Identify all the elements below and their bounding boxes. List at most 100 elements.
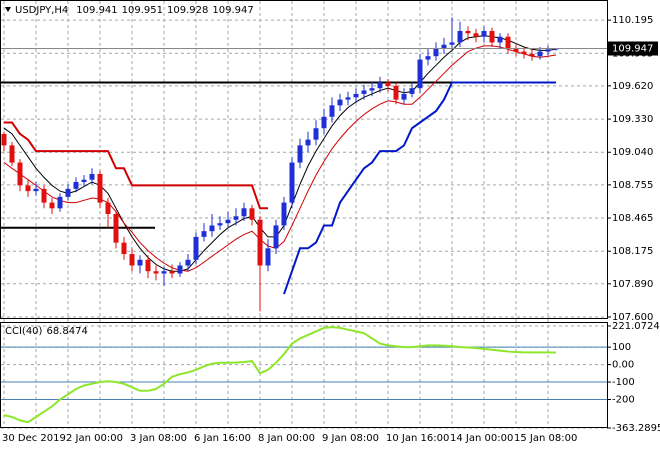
candle-body: [113, 214, 119, 243]
cci-header: CCI(40) 68.8474: [5, 326, 88, 337]
candle-body: [89, 173, 95, 180]
candle-body: [281, 202, 287, 226]
candle-body: [249, 208, 255, 220]
time-label: 14 Jan 00:00: [450, 433, 513, 444]
candle-body: [225, 219, 231, 224]
candle-body: [489, 30, 495, 43]
cci-tick-label: 221.0724: [612, 321, 660, 332]
candle-body: [153, 271, 159, 274]
indicator-line: [4, 121, 268, 210]
cci-title: CCI(40): [5, 326, 43, 337]
candle-body: [137, 259, 143, 266]
candle-body: [193, 236, 199, 260]
time-label: 30 Dec 2019: [2, 433, 66, 444]
candle-body: [377, 82, 383, 89]
candle-body: [105, 202, 111, 215]
candle-body: [161, 271, 167, 274]
price-label: 108.465: [612, 213, 653, 224]
candle-body: [545, 49, 551, 52]
price-label: 107.890: [612, 279, 653, 290]
candle-body: [185, 259, 191, 266]
close: 109.947: [212, 5, 253, 16]
price-label: 110.195: [612, 15, 653, 26]
collapse-icon: [5, 7, 11, 12]
cci-tick-label: 100: [612, 342, 631, 353]
indicator-line: [3, 326, 557, 424]
cci-tick-label: 0.00: [612, 360, 634, 371]
candle-body: [521, 51, 527, 54]
candle-body: [177, 265, 183, 274]
candle-body: [537, 51, 543, 57]
price-label: 108.175: [612, 246, 653, 257]
candle-body: [129, 254, 135, 266]
candle-body: [385, 82, 391, 86]
candle-body: [361, 90, 367, 94]
candle-body: [353, 93, 359, 98]
candle-body: [433, 48, 439, 57]
candle-body: [473, 33, 479, 37]
candle-body: [57, 196, 63, 209]
candle-body: [457, 30, 463, 43]
candle-body: [33, 188, 39, 192]
price-label: 109.330: [612, 114, 653, 125]
current-price-label: 109.947: [612, 43, 653, 54]
candle-body: [529, 53, 535, 57]
candle-body: [41, 188, 47, 203]
open: 109.941: [76, 5, 117, 16]
candle-body: [65, 188, 71, 197]
candle-body: [217, 223, 223, 226]
candle-body: [25, 185, 31, 192]
time-label: 8 Jan 00:00: [258, 433, 315, 444]
time-label: 2 Jan 00:00: [66, 433, 123, 444]
candle-body: [241, 208, 247, 217]
time-label: 10 Jan 16:00: [386, 433, 449, 444]
candle-body: [401, 93, 407, 100]
candle-body: [321, 116, 327, 129]
candle-body: [337, 99, 343, 106]
candle-body: [81, 179, 87, 182]
candle-body: [417, 59, 423, 89]
candle-body: [497, 36, 503, 43]
header: USDJPY,H4 109.941 109.951 109.928 109.947: [15, 5, 254, 16]
cci-tick-label: -363.2895: [612, 423, 660, 434]
candle-body: [481, 30, 487, 37]
indicator-line: [283, 81, 556, 295]
cci-tick-label: -200: [612, 394, 635, 405]
candle-body: [97, 173, 103, 203]
current-price-box: [608, 41, 658, 56]
candle-body: [313, 128, 319, 140]
price-label: 108.755: [612, 180, 653, 191]
high: 109.951: [122, 5, 163, 16]
time-label: 6 Jan 16:00: [194, 433, 251, 444]
price-label: 109.620: [612, 81, 653, 92]
candle-body: [257, 219, 263, 266]
candle-body: [329, 105, 335, 117]
candle-body: [369, 88, 375, 91]
candle-body: [465, 30, 471, 34]
candle-body: [409, 88, 415, 94]
candle-body: [393, 85, 399, 100]
cci-tick-label: -100: [612, 377, 635, 388]
candle-body: [201, 231, 207, 237]
candle-body: [145, 259, 151, 272]
marks: [1, 17, 607, 424]
candle-body: [17, 162, 23, 186]
price-label: 107.600: [612, 312, 653, 323]
candle-body: [425, 56, 431, 60]
candle-body: [73, 181, 79, 189]
candle-body: [449, 42, 455, 45]
candle-body: [441, 44, 447, 49]
main-frame: [0, 0, 608, 319]
price-label: 109.040: [612, 147, 653, 158]
candle-body: [49, 202, 55, 209]
time-label: 9 Jan 08:00: [322, 433, 379, 444]
candle-body: [9, 145, 15, 163]
candle-body: [345, 97, 351, 100]
cci-value: 68.8474: [46, 326, 87, 337]
candle-body: [233, 216, 239, 220]
indicator-line: [3, 45, 557, 272]
candle-body: [297, 145, 303, 163]
time-label: 15 Jan 08:00: [514, 433, 577, 444]
candle-body: [273, 225, 279, 249]
